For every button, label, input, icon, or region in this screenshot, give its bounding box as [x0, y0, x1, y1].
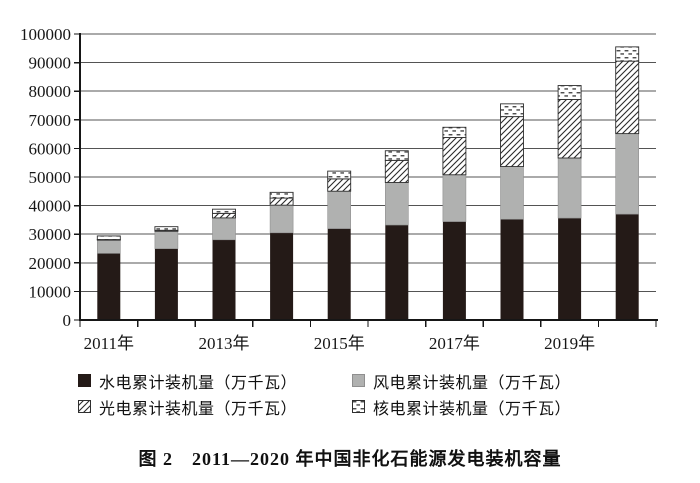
- legend-item-solar: 光电累计装机量（万千瓦）: [78, 398, 352, 418]
- wind-swatch-icon: [352, 374, 365, 387]
- y-tick-label: 80000: [29, 82, 72, 101]
- bar-segment-2013年-s2: [212, 212, 236, 219]
- y-tick-label: 70000: [29, 111, 72, 130]
- legend-label-wind: 风电累计装机量（万千瓦）: [373, 374, 572, 392]
- bar-segment-2012年-s0: [154, 248, 178, 320]
- bar-segment-2017年-s1: [442, 174, 467, 222]
- x-tick-label: 2013年: [199, 334, 250, 353]
- legend-item-wind: 风电累计装机量（万千瓦）: [352, 372, 648, 392]
- bar-segment-2013年-s0: [212, 239, 236, 320]
- bar-segment-2019年-s2: [557, 99, 582, 159]
- bar-segment-2018年-s0: [500, 219, 524, 320]
- bar-segment-2016年-s1: [384, 182, 409, 226]
- y-tick-label: 50000: [29, 168, 72, 187]
- bar-segment-2014年-s3: [269, 191, 294, 199]
- bar-segment-2015年-s2: [327, 178, 352, 192]
- legend-item-hydro: 水电累计装机量（万千瓦）: [78, 372, 352, 392]
- bar-segment-2019年-s0: [558, 218, 582, 320]
- bar-segment-2018年-s2: [500, 116, 524, 167]
- y-tick-label: 60000: [29, 139, 72, 158]
- bar-segment-2017年-s3: [442, 126, 467, 138]
- bar-segment-2015年-s3: [327, 170, 352, 180]
- bar-segment-2020年-s1: [615, 133, 640, 215]
- x-tick-label: 2011年: [84, 334, 134, 353]
- legend-label-nuclear: 核电累计装机量（万千瓦）: [373, 400, 572, 418]
- y-tick-label: 10000: [29, 282, 72, 301]
- y-tick-label: 30000: [29, 225, 72, 244]
- bar-segment-2012年-s1: [154, 230, 179, 249]
- bar-segment-2019年-s1: [557, 157, 582, 219]
- bar-segment-2019年-s3: [557, 85, 582, 100]
- y-tick-label: 0: [63, 311, 72, 330]
- bar-segment-2016年-s3: [384, 150, 409, 161]
- chart-legend: 水电累计装机量（万千瓦） 风电累计装机量（万千瓦） 光电累计装机量（万千瓦） 核…: [78, 372, 648, 418]
- bar-segment-2014年-s2: [269, 197, 294, 206]
- bar-segment-2012年-s3: [154, 226, 179, 231]
- bar-segment-2015年-s0: [327, 228, 351, 320]
- bar-segment-2013年-s3: [212, 208, 236, 214]
- bar-segment-2016年-s0: [385, 225, 409, 320]
- nuclear-swatch-icon: [352, 400, 365, 413]
- bar-segment-2011年-s3: [96, 235, 121, 240]
- bar-segment-2018年-s1: [500, 166, 524, 220]
- y-tick-label: 90000: [29, 54, 72, 73]
- bar-segment-2018年-s3: [500, 103, 524, 118]
- x-tick-label: 2019年: [544, 334, 595, 353]
- hydro-swatch-icon: [78, 374, 91, 387]
- bar-segment-2017年-s0: [442, 221, 466, 320]
- x-tick-label: 2017年: [429, 334, 480, 353]
- y-tick-label: 40000: [29, 197, 72, 216]
- figure-caption: 图 2 2011—2020 年中国非化石能源发电装机容量: [138, 449, 562, 469]
- bar-segment-2013年-s1: [212, 217, 236, 241]
- bar-segment-2017年-s2: [442, 137, 467, 176]
- bar-segment-2011年-s1: [97, 239, 121, 254]
- axes: 0 10000 20000 30000 40000 50000 60000 70000 8000…: [20, 25, 658, 353]
- bar-segment-2020年-s0: [615, 214, 639, 320]
- legend-label-hydro: 水电累计装机量（万千瓦）: [99, 374, 298, 392]
- bar-segment-2014年-s0: [270, 232, 294, 320]
- bar-segment-2014年-s1: [269, 204, 294, 234]
- bar-segment-2016年-s2: [384, 159, 409, 183]
- legend-label-solar: 光电累计装机量（万千瓦）: [99, 400, 298, 418]
- y-tick-label: 20000: [29, 254, 72, 273]
- legend-item-nuclear: 核电累计装机量（万千瓦）: [352, 398, 648, 418]
- bar-segment-2020年-s2: [615, 60, 640, 135]
- bars: [96, 46, 640, 320]
- bar-segment-2011年-s0: [97, 253, 121, 320]
- y-tick-label: 100000: [20, 25, 71, 44]
- x-tick-label: 2015年: [314, 334, 365, 353]
- bar-segment-2020年-s3: [615, 46, 640, 62]
- bar-segment-2015年-s1: [327, 190, 352, 229]
- solar-swatch-icon: [78, 400, 91, 413]
- stacked-bar-chart: 0 10000 20000 30000 40000 50000 60000 70000 8000…: [20, 25, 658, 353]
